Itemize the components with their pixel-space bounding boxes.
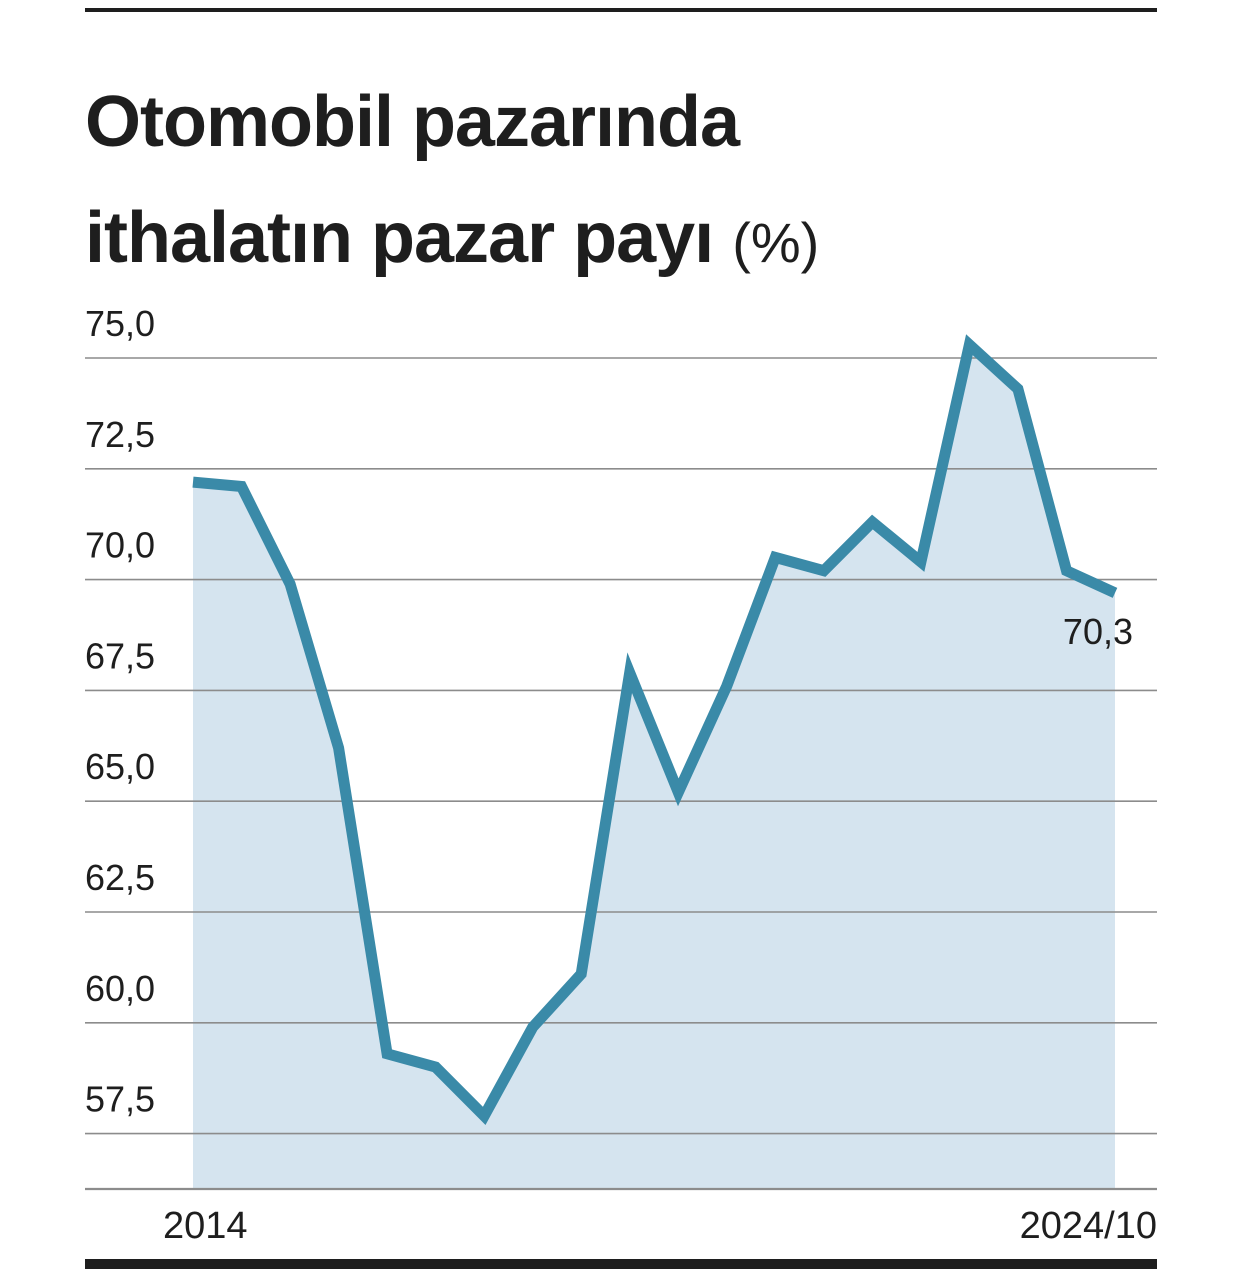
y-tick-label: 57,5 bbox=[85, 1079, 155, 1120]
y-tick-label: 75,0 bbox=[85, 303, 155, 344]
last-value-label: 70,3 bbox=[1063, 611, 1133, 652]
series-line bbox=[192, 334, 1118, 1125]
chart-title: Otomobil pazarında ithalatın pazar payı … bbox=[85, 64, 1165, 301]
y-tick-label: 65,0 bbox=[85, 746, 155, 787]
title-line-2-text: ithalatın pazar payı bbox=[85, 198, 714, 278]
bottom-rule bbox=[85, 1259, 1157, 1269]
annotations: 70,3 bbox=[1063, 611, 1133, 652]
title-line-1: Otomobil pazarında bbox=[85, 82, 740, 162]
y-tick-label: 67,5 bbox=[85, 635, 155, 676]
title-unit: (%) bbox=[732, 211, 820, 274]
y-tick-labels: 75,0 72,5 70,0 67,5 65,0 62,5 60,0 57,5 bbox=[85, 303, 155, 1120]
x-axis-labels: 2014 2024/10 bbox=[163, 1205, 1157, 1247]
area-fill bbox=[193, 344, 1115, 1189]
area-layer bbox=[193, 344, 1115, 1189]
series-layer bbox=[192, 334, 1118, 1125]
y-tick-label: 60,0 bbox=[85, 968, 155, 1009]
x-label-end: 2024/10 bbox=[1020, 1205, 1157, 1247]
title-line-2: ithalatın pazar payı (%) bbox=[85, 180, 1165, 301]
x-label-start: 2014 bbox=[163, 1205, 248, 1247]
y-tick-label: 72,5 bbox=[85, 414, 155, 455]
y-tick-label: 70,0 bbox=[85, 525, 155, 566]
top-rule bbox=[85, 8, 1157, 12]
y-tick-label: 62,5 bbox=[85, 857, 155, 898]
